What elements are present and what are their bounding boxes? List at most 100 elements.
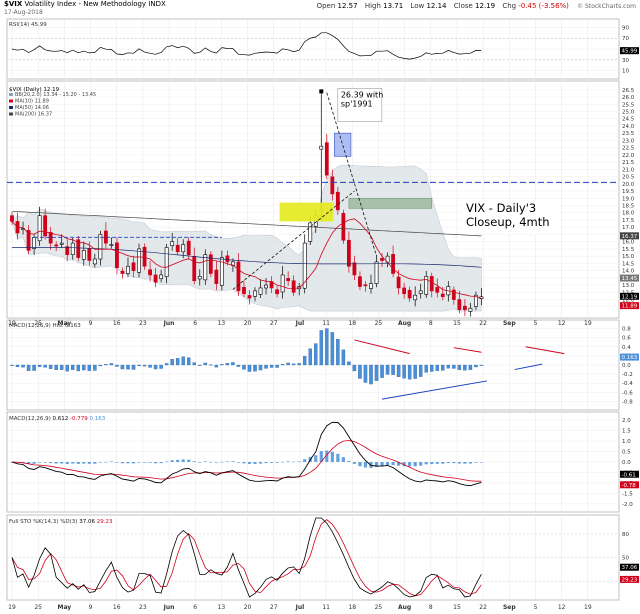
macd-hist-bar xyxy=(336,453,340,462)
histogram-bar xyxy=(269,364,274,368)
histogram-bar xyxy=(258,364,263,371)
histogram-bar xyxy=(435,364,440,371)
x-tick-label: 19 xyxy=(8,320,16,327)
macd-hist-bar xyxy=(115,462,119,463)
price-tick-label: 18.5 xyxy=(622,204,635,210)
candle-body xyxy=(358,276,362,287)
macd-hist-bar xyxy=(137,462,141,463)
high-label: High xyxy=(364,2,381,10)
histogram-bar xyxy=(209,364,213,366)
histogram-bar xyxy=(242,364,246,370)
chg-value: -0.45 (-3.56%) xyxy=(518,2,569,10)
x-tick-label: 25 xyxy=(375,320,383,327)
x-tick-label: 9 xyxy=(89,604,93,611)
macd-hist-bar xyxy=(352,462,357,464)
histogram-bar xyxy=(457,364,462,371)
histogram-bar xyxy=(104,364,108,366)
macd-hist-bar xyxy=(380,462,384,467)
x-tick-label: May xyxy=(57,604,71,611)
x-tick-label: 27 xyxy=(270,320,278,327)
macd-hist-bar xyxy=(109,461,114,463)
price-tick-label: 15.5 xyxy=(622,247,635,253)
hist-value-tag xyxy=(620,353,639,361)
price-tick-label: 25.5 xyxy=(622,102,635,108)
candle-body xyxy=(435,287,440,293)
histogram-bar xyxy=(396,364,401,377)
histogram-bar xyxy=(153,364,158,370)
histogram-bar xyxy=(26,364,31,371)
low-label: Low xyxy=(410,2,425,10)
candle-body xyxy=(186,240,191,255)
macd-value-tag xyxy=(620,470,639,478)
price-tick-label: 24.5 xyxy=(622,117,635,123)
macd-tick-label: -1.5 xyxy=(622,491,633,497)
macd-line xyxy=(11,421,482,487)
histogram-bar xyxy=(341,349,346,366)
price-value-tag-text: 16.37 xyxy=(622,234,638,240)
histogram-bar xyxy=(214,364,219,368)
x-tick-label: Jun xyxy=(163,320,175,327)
histogram-bar xyxy=(225,363,230,366)
candle-body xyxy=(126,265,130,274)
histogram-bar xyxy=(54,364,58,370)
main-annotation-box xyxy=(462,200,560,235)
price-value-tag xyxy=(620,302,639,310)
x-tick-label: 23 xyxy=(139,320,147,327)
candle-body xyxy=(258,287,263,295)
histogram-bar xyxy=(479,364,484,366)
axis-labels: 19 19 25 25 May May 9 9 16 16 23 23 Jun Jun 6 6 13 13 20 20… xyxy=(8,25,639,611)
histogram-bar xyxy=(21,364,25,368)
security-name: Volatility Index - New Methodology xyxy=(24,0,147,8)
exchange: INDX xyxy=(148,0,166,8)
macd-hist-bar xyxy=(330,451,334,462)
x-tick-label: 5 xyxy=(534,320,538,327)
histogram-bar xyxy=(15,364,20,367)
hist-red-trend-2 xyxy=(453,347,482,353)
chg-label: Chg xyxy=(502,2,517,10)
candle-body xyxy=(192,256,197,282)
histogram-bar xyxy=(236,364,241,367)
x-tick-label: 6 xyxy=(193,320,197,327)
price-tick-label: 26.0 xyxy=(622,95,635,101)
histogram-bar xyxy=(352,364,357,372)
candle-body xyxy=(440,293,445,297)
candle-body xyxy=(242,287,246,295)
histogram-bar xyxy=(418,364,423,377)
peak-annotation-box xyxy=(337,88,383,122)
histogram-bar xyxy=(32,364,36,371)
peak-annotation-line1: 26.39 with xyxy=(341,90,383,99)
sto-d-value-tag-text: 29.23 xyxy=(622,577,638,583)
price-legend-item: MA(10) 11.89 xyxy=(15,99,49,105)
macd-hist-bar xyxy=(192,461,196,462)
hist-value-tag-text: 0.163 xyxy=(622,355,638,361)
candle-body xyxy=(76,239,81,258)
open-value: 12.57 xyxy=(337,2,358,10)
sto-legend-part: 29.23 xyxy=(97,519,113,525)
macd-hist-bar xyxy=(286,461,290,462)
histogram-bar xyxy=(93,364,97,371)
macd-hist-bar xyxy=(32,462,36,464)
macd-legend-part: MACD(12,26,9) xyxy=(9,416,53,422)
x-tick-label: 22 xyxy=(479,604,487,611)
x-tick-label: Sep xyxy=(503,604,516,611)
macd-tick-label: 2.0 xyxy=(622,418,631,424)
high-value: 13.71 xyxy=(383,2,404,10)
rsi-line xyxy=(11,32,482,60)
macd-hist-bar xyxy=(54,462,58,464)
yellow-box xyxy=(279,202,334,222)
macd-hist-bar xyxy=(253,462,257,464)
ma200-line xyxy=(11,210,482,237)
sto-legend-part: 37.06 xyxy=(79,519,97,525)
x-tick-label: 20 xyxy=(244,604,252,611)
price-tick-label: 25.0 xyxy=(622,109,635,115)
hist-legend-part: MACD(12,26,9) Hist 0.163 xyxy=(9,323,81,329)
histogram-bar xyxy=(325,328,329,366)
candle-body xyxy=(219,257,224,286)
x-tick-label: 25 xyxy=(375,604,383,611)
x-tick-label: 19 xyxy=(8,604,16,611)
histogram-bar xyxy=(314,343,318,366)
macd-hist-bar xyxy=(26,462,31,464)
macd-hist-bar xyxy=(452,462,456,464)
x-tick-label: 22 xyxy=(479,320,487,327)
hist-tick-label: -0.4 xyxy=(622,381,633,387)
